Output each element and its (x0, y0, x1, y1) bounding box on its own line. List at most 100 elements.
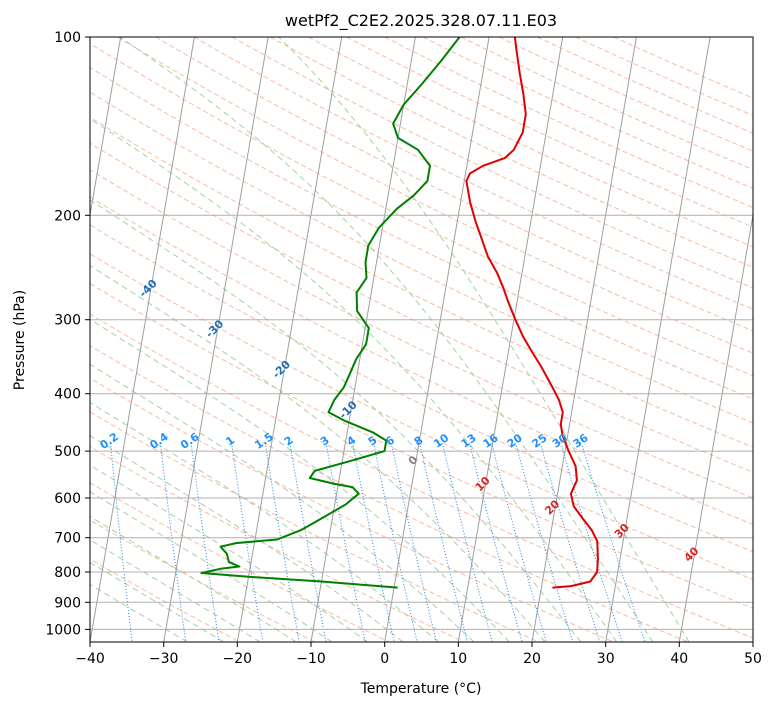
dry-adiabat-line (269, 37, 753, 268)
mixing-ratio-line (391, 445, 437, 642)
dry-adiabat-line (346, 37, 753, 228)
x-tick-label: −10 (296, 651, 326, 667)
moist-adiabat-line (119, 37, 654, 642)
moist-adiabat-line (90, 265, 546, 642)
dry-adiabat-line (90, 253, 753, 581)
isotherm-label: -20 (270, 358, 293, 381)
x-tick-label: 50 (744, 651, 762, 667)
dry-adiabat-line (537, 37, 753, 134)
x-tick-label: −40 (75, 651, 105, 667)
dry-adiabat-line (90, 196, 753, 526)
dry-adiabat-line (193, 37, 753, 310)
plot-frame (89, 36, 754, 643)
isotherm-line (531, 37, 637, 642)
isotherm-line (457, 37, 564, 642)
y-tick-label: 200 (54, 208, 81, 224)
isotherm-label: 20 (542, 497, 562, 517)
dry-adiabat-line (90, 116, 753, 448)
mixing-ratio-line (442, 445, 493, 642)
isotherm-line (90, 37, 122, 218)
x-tick-label: 30 (597, 651, 615, 667)
dry-adiabat-line (90, 313, 753, 639)
x-tick-label: 0 (380, 651, 389, 667)
isotherm-label: 10 (473, 474, 493, 494)
x-tick-label: 20 (523, 651, 541, 667)
axis-ticks: −40 −30 −20 −10 0 10 20 30 40 50 100 200 300 400 500 60… (45, 30, 762, 667)
y-tick-label: 700 (54, 531, 81, 547)
moist-adiabat-line (90, 539, 261, 642)
dry-adiabat-line (90, 169, 753, 499)
line-labels: 0.10.20.40.611.523456810131620253036-100… (90, 236, 702, 564)
moist-adiabat-line (90, 515, 297, 642)
dry-adiabat-line (384, 37, 753, 209)
dry-adiabat-line (90, 91, 753, 424)
mixing-ratio-label: 4 (345, 433, 359, 448)
moist-adiabat-line (90, 435, 404, 642)
mixing-ratio-line (352, 445, 395, 642)
dry-adiabat-line (90, 66, 753, 400)
mixing-ratio-line (110, 445, 133, 642)
dry-adiabat-line (155, 37, 753, 332)
mixing-ratio-label: 20 (505, 431, 525, 451)
isotherm-line (678, 211, 753, 642)
mixing-ratio-label: 13 (459, 431, 479, 450)
mixing-ratio-label: 8 (412, 434, 426, 449)
mixing-ratio-line (373, 445, 418, 642)
dry-adiabat-line (90, 377, 614, 642)
mixing-ratio-line (265, 445, 300, 642)
dry-adiabat-line (90, 519, 315, 642)
dry-adiabat-line (308, 37, 753, 248)
isotherm-label: 40 (682, 544, 702, 564)
moist-adiabat-line (90, 561, 225, 642)
y-tick-label: 800 (54, 565, 81, 581)
mixing-ratio-line (469, 445, 523, 642)
moist-adiabat-line (90, 318, 510, 642)
dry-adiabat-line (90, 411, 540, 642)
dry-adiabat-line (90, 482, 390, 642)
mixing-ratio-line (160, 445, 187, 642)
dry-adiabat-line (90, 558, 241, 642)
mixing-ratio-line (419, 445, 468, 642)
y-axis-label: Pressure (hPa) (12, 290, 28, 390)
temperature-profile-line (465, 37, 599, 589)
moist-adiabat-line (90, 363, 475, 642)
y-tick-label: 1000 (45, 622, 81, 638)
x-tick-label: −20 (223, 651, 253, 667)
mixing-ratio-label: 1 (223, 434, 237, 449)
chart-title: wetPf2_C2E2.2025.328.07.11.E03 (285, 11, 557, 31)
dry-adiabat-line (90, 282, 753, 609)
y-tick-label: 500 (54, 444, 81, 460)
isotherm-line (752, 639, 753, 642)
moist-adiabat-line (90, 464, 368, 642)
isotherm-line (236, 37, 343, 642)
moist-adiabat-line (90, 199, 582, 642)
mixing-ratio-label: 16 (481, 431, 501, 451)
dewpoint-profile-line (200, 37, 461, 589)
mixing-ratio-line (231, 445, 264, 642)
mixing-ratio-label: 2 (282, 434, 296, 449)
mixing-ratio-label: 0.6 (178, 430, 202, 452)
moist-adiabat-line (90, 491, 333, 642)
y-tick-label: 900 (54, 595, 81, 611)
y-tick-label: 400 (54, 387, 81, 403)
dry-adiabat-line (90, 224, 753, 553)
isotherm-label: -40 (137, 277, 160, 300)
dry-adiabat-line (117, 37, 753, 354)
dry-adiabat-line (498, 37, 753, 152)
mixing-ratio-label: 0.4 (147, 430, 171, 452)
pressure-gridlines (90, 37, 753, 630)
dry-adiabat-line (90, 42, 753, 377)
isotherm-line (90, 37, 195, 642)
y-tick-label: 100 (54, 30, 81, 46)
isotherm-line (384, 37, 490, 642)
x-tick-label: 40 (670, 651, 688, 667)
mixing-ratio-label: 0.2 (97, 430, 120, 452)
moist-adiabat-line (90, 583, 188, 642)
y-tick-label: 600 (54, 491, 81, 507)
mixing-ratio-line (491, 445, 547, 642)
profile-series (200, 37, 599, 589)
x-tick-label: −30 (149, 651, 179, 667)
isotherm-line (605, 37, 711, 642)
mixing-ratio-label: 25 (529, 431, 549, 450)
